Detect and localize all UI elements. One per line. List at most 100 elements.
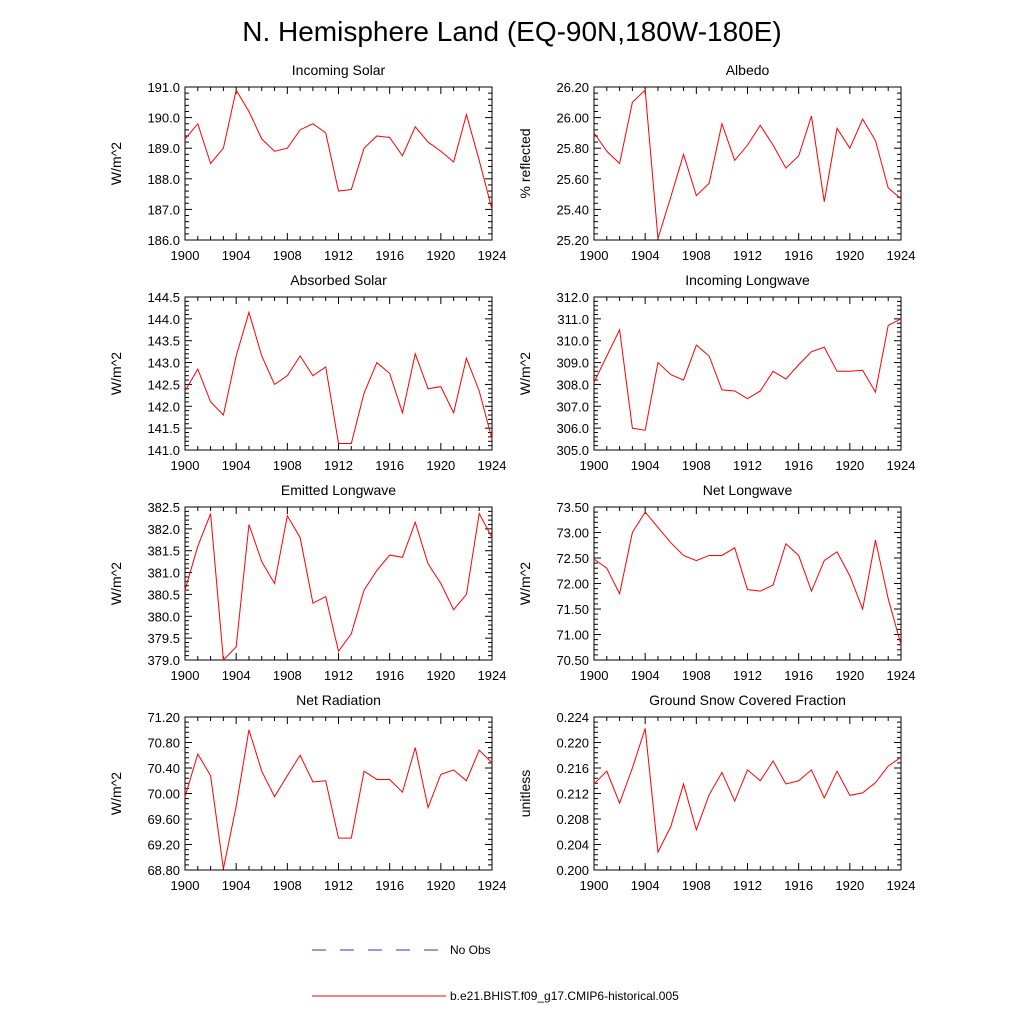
panel-title: Absorbed Solar — [290, 272, 387, 288]
x-tick-label: 1908 — [682, 458, 711, 473]
x-tick-label: 1908 — [682, 248, 711, 263]
y-tick-label: 25.40 — [556, 202, 589, 217]
x-tick-label: 1924 — [478, 458, 507, 473]
plot-frame — [593, 716, 902, 871]
x-tick-label: 1912 — [324, 458, 353, 473]
y-tick-label: 143.5 — [147, 334, 180, 349]
y-tick-label: 25.20 — [556, 233, 589, 248]
series-line — [593, 88, 902, 239]
y-tick-label: 26.00 — [556, 111, 589, 126]
y-tick-label: 306.0 — [556, 421, 589, 436]
y-tick-label: 71.00 — [556, 628, 589, 643]
x-tick-label: 1904 — [631, 668, 660, 683]
x-tick-label: 1908 — [273, 668, 302, 683]
x-tick-label: 1924 — [887, 668, 916, 683]
x-tick-label: 1900 — [171, 668, 200, 683]
panel-absorbed-solar: Absorbed Solar W/m^2 1900 1904 1908 1912 1916 1… — [108, 272, 506, 473]
y-tick-label: 69.20 — [147, 838, 180, 853]
x-tick-label: 1908 — [682, 668, 711, 683]
x-tick-label: 1920 — [835, 248, 864, 263]
y-tick-label: 309.0 — [556, 356, 589, 371]
y-axis-label: % reflected — [517, 128, 533, 198]
y-tick-label: 70.40 — [147, 761, 180, 776]
y-tick-label: 70.50 — [556, 653, 589, 668]
y-tick-label: 70.00 — [147, 787, 180, 802]
x-tick-label: 1900 — [580, 878, 609, 893]
panel-title: Net Longwave — [703, 482, 793, 498]
y-tick-label: 379.5 — [147, 631, 180, 646]
y-tick-label: 0.204 — [556, 838, 589, 853]
x-tick-label: 1900 — [171, 878, 200, 893]
x-tick-label: 1920 — [835, 878, 864, 893]
y-tick-label: 311.0 — [557, 312, 589, 327]
panel-title: Albedo — [726, 62, 770, 78]
y-tick-label: 0.208 — [556, 812, 589, 827]
figure-title: N. Hemisphere Land (EQ-90N,180W-180E) — [242, 16, 782, 47]
x-tick-label: 1912 — [733, 668, 762, 683]
x-tick-label: 1916 — [784, 668, 813, 683]
x-tick-label: 1916 — [375, 668, 404, 683]
x-tick-label: 1900 — [580, 248, 609, 263]
x-tick-label: 1916 — [784, 248, 813, 263]
y-tick-label: 144.0 — [147, 312, 180, 327]
y-tick-label: 312.0 — [556, 290, 589, 305]
series-line — [184, 310, 493, 444]
panel-net-radiation: Net Radiation W/m^2 1900 1904 1908 1912 1916 19… — [108, 692, 506, 893]
y-tick-label: 144.5 — [147, 290, 180, 305]
x-tick-label: 1920 — [426, 248, 455, 263]
y-tick-label: 307.0 — [556, 399, 589, 414]
y-tick-label: 142.5 — [147, 377, 180, 392]
x-tick-label: 1908 — [273, 248, 302, 263]
x-tick-label: 1912 — [324, 878, 353, 893]
y-tick-label: 380.5 — [147, 587, 180, 602]
series-line — [593, 318, 902, 431]
x-tick-label: 1916 — [375, 248, 404, 263]
plot-frame — [184, 716, 493, 871]
x-tick-label: 1924 — [478, 248, 507, 263]
x-tick-label: 1912 — [733, 248, 762, 263]
y-tick-label: 187.0 — [147, 202, 180, 217]
panel-title: Incoming Solar — [292, 62, 386, 78]
x-tick-label: 1916 — [784, 458, 813, 473]
x-tick-label: 1900 — [580, 458, 609, 473]
x-tick-label: 1916 — [375, 458, 404, 473]
x-tick-label: 1920 — [426, 458, 455, 473]
plot-frame — [593, 506, 902, 661]
y-tick-label: 0.216 — [556, 761, 589, 776]
y-tick-label: 73.00 — [556, 526, 589, 541]
y-tick-label: 0.220 — [556, 736, 589, 751]
panel-title: Net Radiation — [296, 692, 381, 708]
x-tick-label: 1916 — [375, 878, 404, 893]
y-tick-label: 305.0 — [556, 443, 589, 458]
x-tick-label: 1904 — [222, 878, 251, 893]
plot-frame — [184, 506, 493, 661]
plot-frame — [184, 296, 493, 451]
y-tick-label: 190.0 — [147, 111, 180, 126]
y-axis-label: unitless — [517, 770, 533, 817]
y-tick-label: 188.0 — [147, 172, 180, 187]
y-tick-label: 382.0 — [147, 522, 180, 537]
panel-incoming-longwave: Incoming Longwave W/m^2 1900 1904 1908 1912 19… — [517, 272, 915, 473]
x-tick-label: 1904 — [631, 248, 660, 263]
panel-title: Ground Snow Covered Fraction — [649, 692, 846, 708]
y-tick-label: 69.60 — [147, 812, 180, 827]
y-tick-label: 0.212 — [556, 787, 589, 802]
x-tick-label: 1900 — [171, 248, 200, 263]
y-tick-label: 310.0 — [556, 334, 589, 349]
x-tick-label: 1904 — [222, 248, 251, 263]
y-tick-label: 0.200 — [556, 863, 589, 878]
y-tick-label: 26.20 — [556, 80, 589, 95]
panel-albedo: Albedo % reflected 1900 1904 1908 1912 1916 192… — [517, 62, 915, 263]
y-tick-label: 25.60 — [556, 172, 589, 187]
y-tick-label: 0.224 — [556, 710, 589, 725]
y-tick-label: 380.0 — [147, 609, 180, 624]
x-tick-label: 1920 — [426, 878, 455, 893]
y-tick-label: 143.0 — [147, 356, 180, 371]
y-tick-label: 381.5 — [147, 544, 180, 559]
y-tick-label: 71.50 — [556, 602, 589, 617]
series-line — [184, 512, 493, 662]
x-tick-label: 1924 — [478, 668, 507, 683]
x-tick-label: 1924 — [887, 878, 916, 893]
x-tick-label: 1908 — [273, 458, 302, 473]
